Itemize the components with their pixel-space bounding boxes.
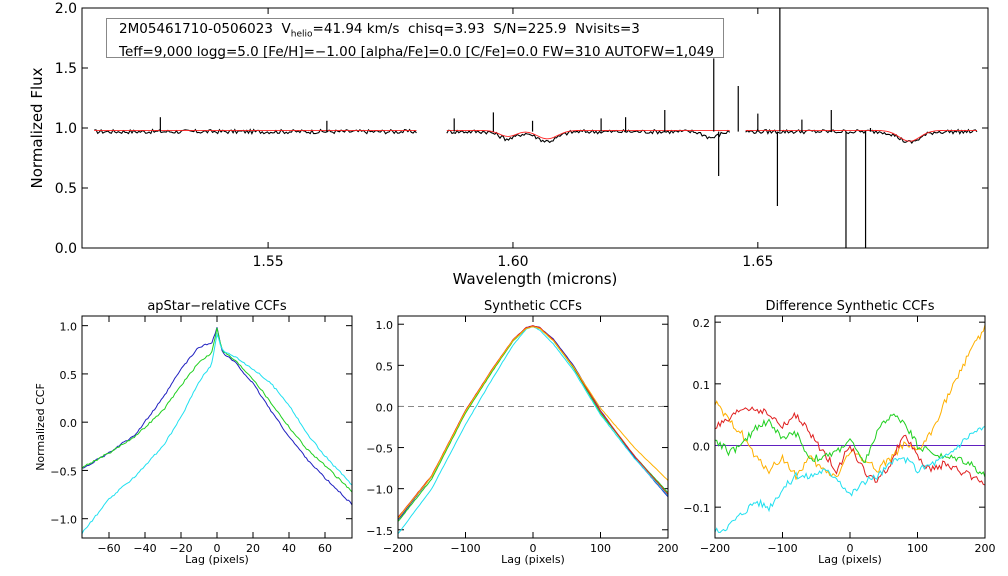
apstar-xlabel: Lag (pixels) (185, 553, 249, 566)
synthetic-series-s4 (398, 325, 668, 518)
apstar-ytick-label: 1.0 (60, 321, 78, 334)
vhelio-value: =41.94 km/s (312, 21, 400, 37)
synthetic-series-s1 (398, 325, 668, 521)
spectrum-ytick-label: 1.0 (55, 121, 77, 137)
synthetic-xtick-label: 200 (658, 542, 679, 555)
difference-xtick-label: 0 (847, 542, 854, 555)
info-line-1: 2M05461710-0506023 Vhelio=41.94 km/s chi… (119, 21, 723, 44)
apstar-series-visit-2 (82, 327, 352, 493)
synthetic-ytick-label: −1.0 (366, 484, 393, 497)
star-id: 2M05461710-0506023 (119, 21, 273, 37)
difference-xtick-label: 100 (907, 542, 928, 555)
chisq: chisq=3.93 (407, 21, 485, 37)
synthetic-title: Synthetic CCFs (484, 299, 582, 314)
synthetic-xlabel: Lag (pixels) (501, 553, 565, 566)
spectrum-ytick-label: 2.0 (55, 1, 77, 17)
difference-title: Difference Synthetic CCFs (765, 299, 934, 314)
apstar-series-visit-1 (82, 327, 352, 506)
apstar-series-visit-3 (82, 332, 352, 535)
difference-ytick-label: 0.2 (693, 317, 711, 330)
spectrum-ytick-label: 0.0 (55, 241, 77, 257)
spectrum-ylabel: Normalized Flux (28, 67, 46, 188)
difference-ytick-label: 0.0 (693, 441, 711, 454)
apstar-ytick-label: 0.5 (60, 369, 78, 382)
difference-xlabel: Lag (pixels) (818, 553, 882, 566)
synthetic-xtick-label: 100 (590, 542, 611, 555)
snr: S/N=225.9 (493, 21, 567, 37)
apstar-frame (81, 315, 353, 539)
difference-series-cyan (715, 426, 985, 534)
synthetic-ytick-label: −1.5 (366, 525, 393, 538)
apstar-xtick-label: 60 (318, 542, 332, 555)
difference-ytick-label: −0.1 (683, 502, 710, 515)
apstar-ytick-label: −1.0 (50, 514, 77, 527)
apstar-ylabel: Normalized CCF (34, 383, 47, 471)
difference-series-orange (715, 324, 985, 480)
apstar-xtick-label: −20 (169, 542, 192, 555)
synthetic-ytick-label: 1.0 (376, 319, 394, 332)
difference-frame (714, 315, 986, 539)
synthetic-series-s2 (398, 326, 668, 522)
apstar-ytick-label: −0.5 (50, 465, 77, 478)
spectrum-xtick-label: 1.55 (253, 254, 284, 270)
apstar-xtick-label: −40 (133, 542, 156, 555)
difference-xtick-label: −200 (700, 542, 730, 555)
synthetic-ytick-label: 0.0 (376, 401, 394, 414)
difference-xtick-label: −100 (767, 542, 797, 555)
spectrum-xlabel: Wavelength (microns) (453, 270, 618, 288)
difference-series-green (715, 413, 985, 478)
difference-series-red (715, 406, 985, 486)
synthetic-xtick-label: −200 (383, 542, 413, 555)
info-line-2: Teff=9,000 logg=5.0 [Fe/H]=−1.00 [alpha/… (119, 43, 714, 60)
apstar-title: apStar−relative CCFs (147, 299, 287, 314)
synthetic-ytick-label: −0.5 (366, 443, 393, 456)
synthetic-series-s3 (398, 325, 668, 535)
nvisits: Nvisits=3 (575, 21, 640, 37)
vhelio-sub: helio (290, 29, 313, 40)
apstar-xtick-label: 0 (214, 542, 221, 555)
spectrum-observed-line (745, 128, 978, 145)
spectrum-ytick-label: 1.5 (55, 61, 77, 77)
vhelio-prefix: V (281, 21, 291, 37)
spectrum-ytick-label: 0.5 (55, 181, 77, 197)
spectrum-xtick-label: 1.65 (742, 254, 773, 270)
synthetic-xtick-label: −100 (450, 542, 480, 555)
apstar-xtick-label: 40 (282, 542, 296, 555)
apstar-xtick-label: −60 (97, 542, 120, 555)
spectrum-xtick-label: 1.60 (497, 254, 528, 270)
synthetic-series-s5 (398, 326, 668, 519)
apstar-xtick-label: 20 (246, 542, 260, 555)
spectrum-model-line (745, 129, 977, 142)
apstar-ytick-label: 0.0 (60, 417, 78, 430)
spectrum-observed-line (446, 128, 731, 144)
spectrum-model-line (446, 129, 730, 140)
difference-ytick-label: 0.1 (693, 379, 711, 392)
spectrum-frame (81, 7, 989, 249)
synthetic-xtick-label: 0 (530, 542, 537, 555)
synthetic-frame (397, 315, 669, 539)
synthetic-ytick-label: 0.5 (376, 360, 394, 373)
difference-xtick-label: 200 (975, 542, 996, 555)
spectrum-info-box: 2M05461710-0506023 Vhelio=41.94 km/s chi… (106, 18, 724, 60)
